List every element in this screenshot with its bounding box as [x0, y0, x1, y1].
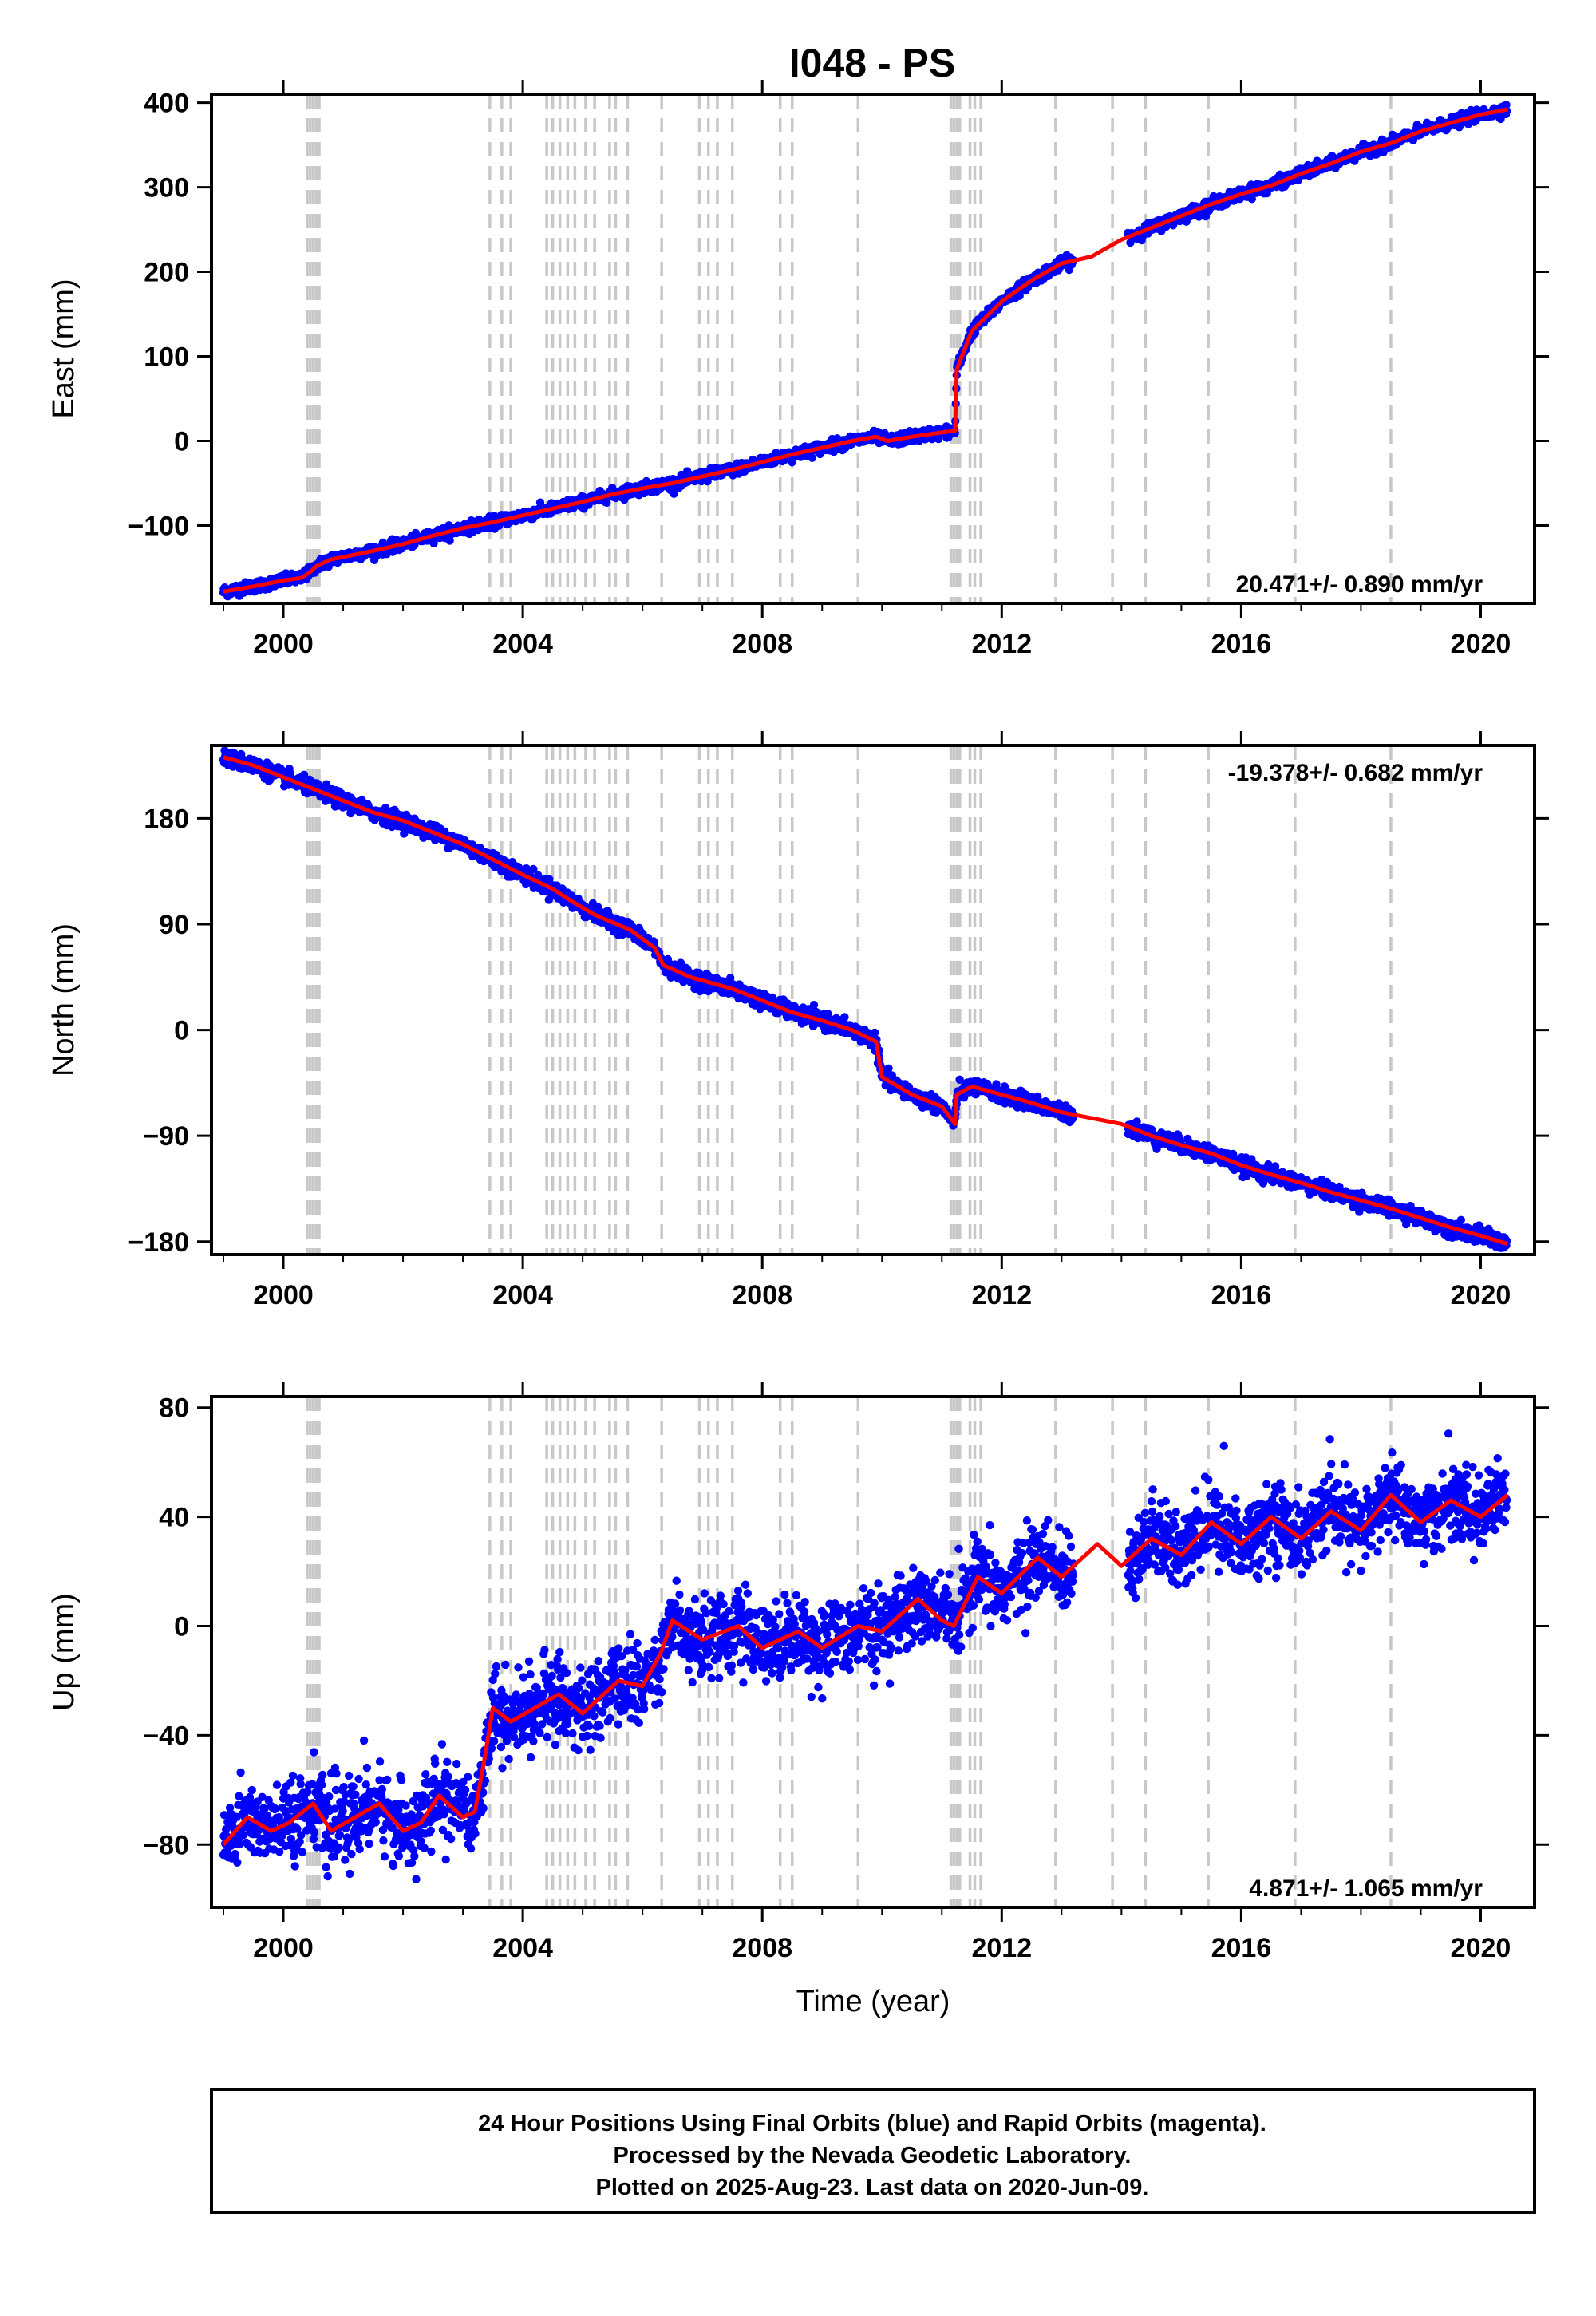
x-tick-label: 2008	[732, 629, 792, 659]
panel-frame	[210, 93, 1536, 605]
rate-annotation: 20.471+/- 0.890 mm/yr	[1236, 571, 1483, 598]
x-tick-label: 2016	[1211, 629, 1272, 659]
x-tick-label: 2000	[253, 629, 314, 659]
x-tick-label: 2020	[1451, 629, 1511, 659]
east-panel: 2000 2004 2008 2012 2016 2020 −100 0 100 200 300 40…	[47, 80, 1549, 659]
position-point	[768, 993, 776, 1002]
position-point	[871, 1028, 879, 1037]
position-point	[529, 864, 538, 874]
position-point	[670, 489, 678, 498]
position-point	[808, 453, 817, 462]
position-point	[884, 1064, 893, 1073]
north-panel: 2000 2004 2008 2012 2016 2020−180−90090180Nor…	[47, 731, 1549, 1310]
position-point	[726, 974, 735, 982]
model-line	[223, 107, 1508, 594]
y-axis-label: East (mm)	[47, 279, 81, 418]
y-tick-label: −100	[128, 511, 189, 541]
x-tick-label: 2004	[492, 629, 553, 659]
position-point	[299, 770, 309, 779]
plot-area	[219, 745, 1511, 1255]
figure-title: I048 - PS	[789, 41, 955, 85]
y-tick-label: 200	[144, 258, 189, 288]
position-point	[955, 1075, 964, 1085]
position-point	[809, 1001, 819, 1010]
y-tick-label: 400	[144, 89, 189, 119]
y-tick-label: 300	[144, 173, 189, 204]
y-tick-label: 0	[174, 427, 189, 457]
y-tick-label: 100	[144, 342, 189, 373]
position-point	[1502, 101, 1511, 109]
x-tick-label: 2012	[971, 629, 1032, 659]
position-point	[840, 1013, 849, 1022]
plot-area	[219, 94, 1511, 603]
